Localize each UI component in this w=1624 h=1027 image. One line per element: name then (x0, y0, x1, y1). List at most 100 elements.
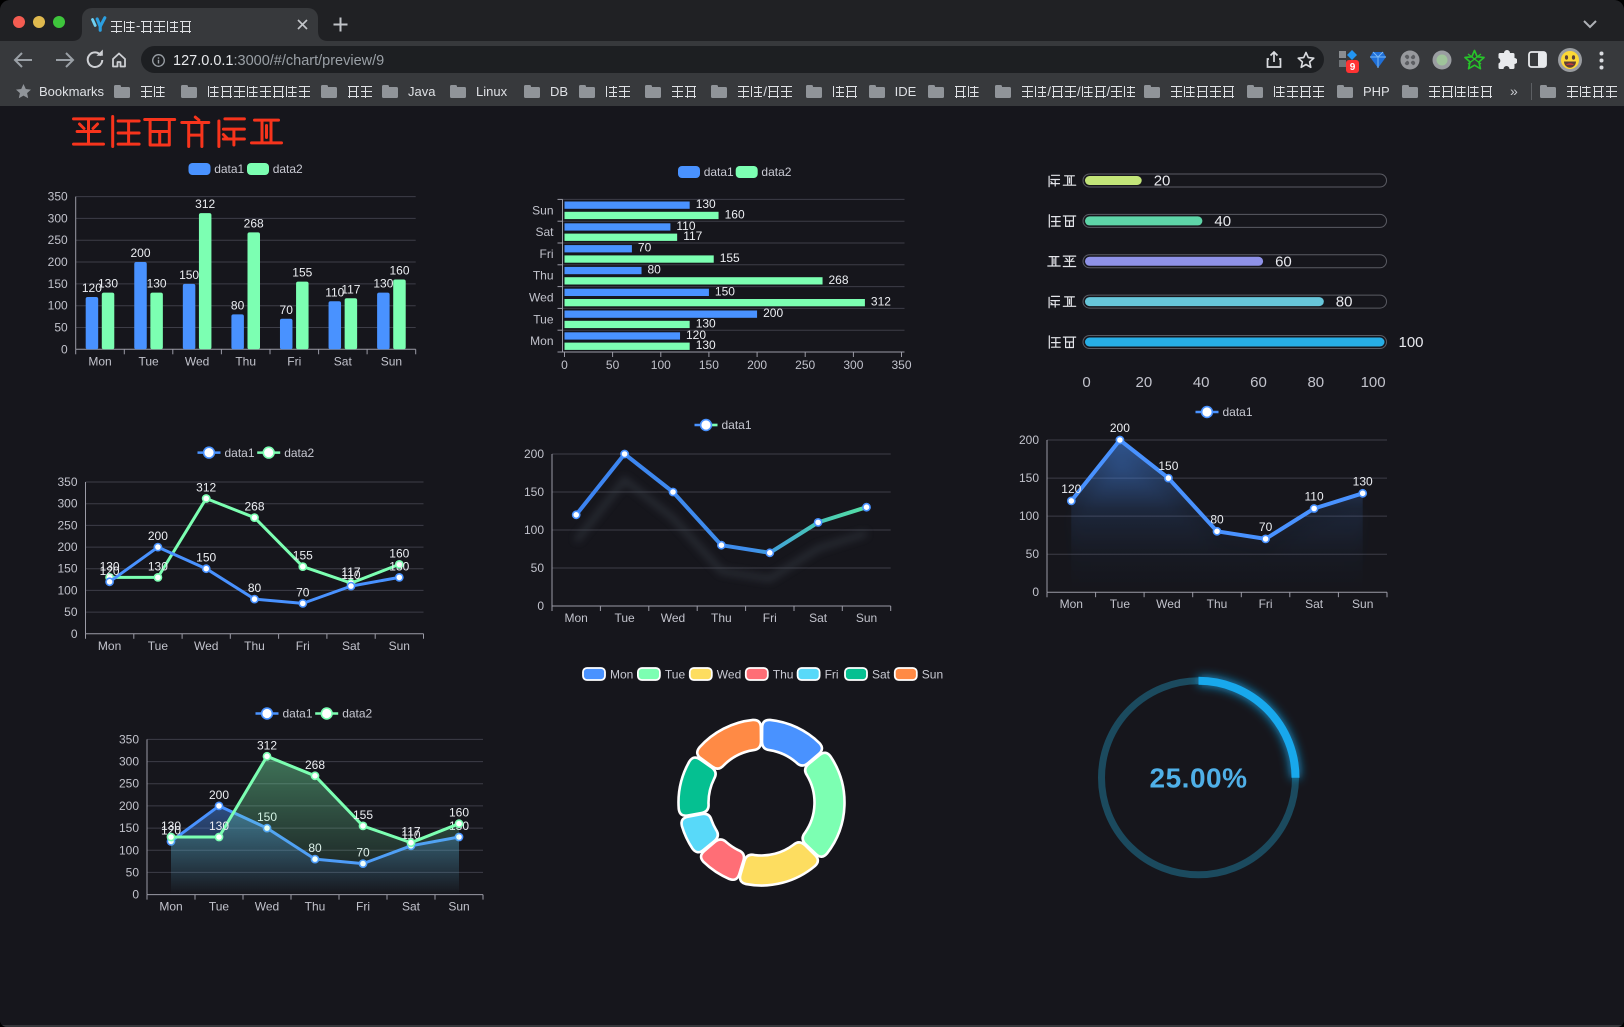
svg-text:100: 100 (651, 358, 671, 372)
svg-text:Sat: Sat (535, 225, 554, 239)
svg-text:80: 80 (231, 298, 245, 312)
svg-text:300: 300 (48, 211, 68, 225)
svg-text:Sat: Sat (334, 354, 353, 368)
svg-text:120: 120 (1061, 482, 1081, 496)
svg-text:160: 160 (449, 806, 469, 820)
svg-text:300: 300 (57, 497, 77, 511)
svg-text:80: 80 (1336, 294, 1353, 311)
svg-text:200: 200 (747, 358, 767, 372)
svg-text:350: 350 (119, 732, 139, 746)
svg-text:Fri: Fri (825, 667, 839, 681)
svg-text:110: 110 (341, 568, 360, 582)
svg-text:data1: data1 (283, 707, 313, 721)
svg-text:350: 350 (48, 190, 68, 204)
svg-text:150: 150 (119, 821, 139, 835)
svg-text:Mon: Mon (610, 667, 633, 681)
svg-text:50: 50 (126, 865, 140, 879)
svg-text:0: 0 (1082, 374, 1090, 391)
svg-text:50: 50 (64, 605, 78, 619)
svg-text:Mon: Mon (88, 354, 111, 368)
svg-text:Thu: Thu (711, 611, 732, 625)
svg-text:70: 70 (1259, 520, 1273, 534)
svg-text:130: 130 (1353, 474, 1373, 488)
svg-text:data2: data2 (273, 162, 303, 176)
svg-text:Mon: Mon (98, 639, 121, 653)
svg-text:120: 120 (82, 281, 102, 295)
svg-text:20: 20 (1136, 374, 1153, 391)
svg-text:200: 200 (57, 540, 77, 554)
svg-text:Tue: Tue (614, 611, 635, 625)
svg-text:25.00%: 25.00% (1150, 762, 1248, 793)
svg-text:300: 300 (843, 358, 863, 372)
svg-text:268: 268 (305, 758, 325, 772)
svg-text:Fri: Fri (287, 354, 301, 368)
svg-text:data2: data2 (342, 707, 372, 721)
svg-text:Thu: Thu (244, 639, 265, 653)
svg-text:Sat: Sat (872, 667, 891, 681)
svg-text:50: 50 (54, 321, 68, 335)
svg-text:Sun: Sun (448, 900, 469, 914)
svg-text:200: 200 (209, 788, 229, 802)
svg-text:150: 150 (196, 551, 216, 565)
svg-text:80: 80 (1307, 374, 1324, 391)
svg-text:130: 130 (148, 559, 168, 573)
svg-text:110: 110 (401, 828, 420, 842)
svg-text:150: 150 (699, 358, 719, 372)
svg-text:70: 70 (638, 241, 652, 255)
svg-text:130: 130 (100, 559, 120, 573)
svg-text:200: 200 (148, 529, 168, 543)
svg-text:data2: data2 (761, 165, 791, 179)
svg-text:data1: data1 (214, 162, 244, 176)
svg-text:117: 117 (341, 565, 360, 579)
svg-text:Mon: Mon (565, 611, 588, 625)
svg-text:0: 0 (71, 627, 78, 641)
svg-text:Fri: Fri (540, 247, 554, 261)
svg-text:110: 110 (676, 219, 695, 233)
svg-text:155: 155 (292, 266, 312, 280)
svg-text:120: 120 (100, 564, 120, 578)
svg-text:70: 70 (280, 303, 294, 317)
svg-text:155: 155 (353, 808, 373, 822)
svg-text:200: 200 (130, 246, 150, 260)
svg-text:110: 110 (325, 285, 344, 299)
svg-text:350: 350 (891, 358, 911, 372)
svg-text:60: 60 (1275, 253, 1292, 270)
svg-text:120: 120 (686, 328, 706, 342)
svg-text:data2: data2 (284, 446, 314, 460)
svg-text:Wed: Wed (194, 639, 218, 653)
svg-text:50: 50 (1026, 547, 1040, 561)
svg-text:150: 150 (179, 268, 199, 282)
svg-text:130: 130 (389, 559, 409, 573)
svg-text:Wed: Wed (185, 354, 209, 368)
svg-text:200: 200 (1110, 421, 1130, 435)
svg-text:Mon: Mon (159, 900, 182, 914)
svg-text:Sat: Sat (402, 900, 421, 914)
svg-text:0: 0 (61, 342, 68, 356)
svg-text:200: 200 (1019, 433, 1039, 447)
svg-text:155: 155 (293, 549, 313, 563)
svg-text:9: 9 (1350, 62, 1356, 73)
svg-text:40: 40 (1193, 374, 1210, 391)
svg-text:100: 100 (524, 523, 544, 537)
svg-text:200: 200 (763, 306, 783, 320)
svg-text:130: 130 (373, 277, 393, 291)
svg-text:Fri: Fri (356, 900, 370, 914)
svg-text:Sun: Sun (389, 639, 410, 653)
svg-text:268: 268 (244, 500, 264, 514)
svg-text:Fri: Fri (296, 639, 310, 653)
svg-text:50: 50 (531, 561, 545, 575)
svg-text:130: 130 (209, 819, 229, 833)
svg-text:250: 250 (57, 518, 77, 532)
svg-text:117: 117 (341, 282, 360, 296)
svg-text:0: 0 (537, 599, 544, 613)
svg-text:155: 155 (720, 251, 740, 265)
svg-text:100: 100 (57, 583, 77, 597)
svg-text:0: 0 (561, 358, 568, 372)
svg-text:150: 150 (1019, 471, 1039, 485)
svg-text:100: 100 (119, 843, 139, 857)
svg-text:150: 150 (57, 562, 77, 576)
svg-text:Fri: Fri (763, 611, 777, 625)
svg-text:200: 200 (119, 799, 139, 813)
svg-text:150: 150 (48, 277, 68, 291)
svg-text:Sun: Sun (922, 667, 943, 681)
